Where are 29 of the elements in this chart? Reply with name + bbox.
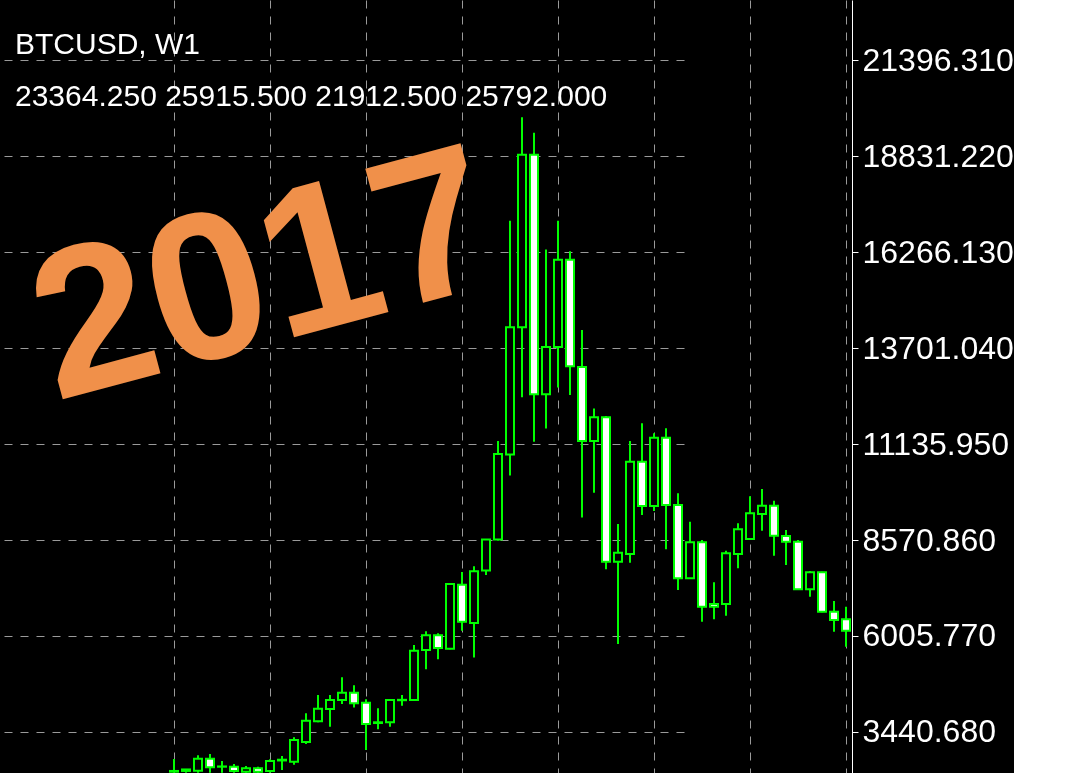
candlestick [829,600,839,633]
y-tick-label: 21396.310 [862,41,1014,78]
annotation: BTCUSD, W1 [15,27,201,60]
candlestick [361,698,371,752]
candlestick [433,632,443,661]
y-tick-label: 3440.680 [862,713,996,750]
candlestick [313,694,323,724]
candlestick [337,676,347,706]
candlestick [205,753,215,773]
candlestick [757,487,767,532]
candlestick [373,707,383,731]
y-tick-label: 13701.040 [862,329,1014,366]
candlestick [289,736,299,766]
y-tick-label: 6005.770 [862,617,996,654]
candlestick [709,581,719,621]
candlestick [613,523,623,645]
candlestick [349,684,359,709]
candlestick [589,407,599,494]
y-tick-label: 16266.130 [862,233,1014,270]
candlestick [805,569,815,598]
candlestick [385,698,395,728]
y-tick-label: 11135.950 [862,425,1010,462]
candlestick [781,529,791,567]
candlestick [301,712,311,745]
y-tick-label: 8570.860 [862,521,996,558]
y-tick-label: 18831.220 [862,137,1014,174]
candlestick [421,630,431,671]
candlestick [325,694,335,728]
annotation: 23364.250 25915.500 21912.500 25792.000 [15,79,608,112]
